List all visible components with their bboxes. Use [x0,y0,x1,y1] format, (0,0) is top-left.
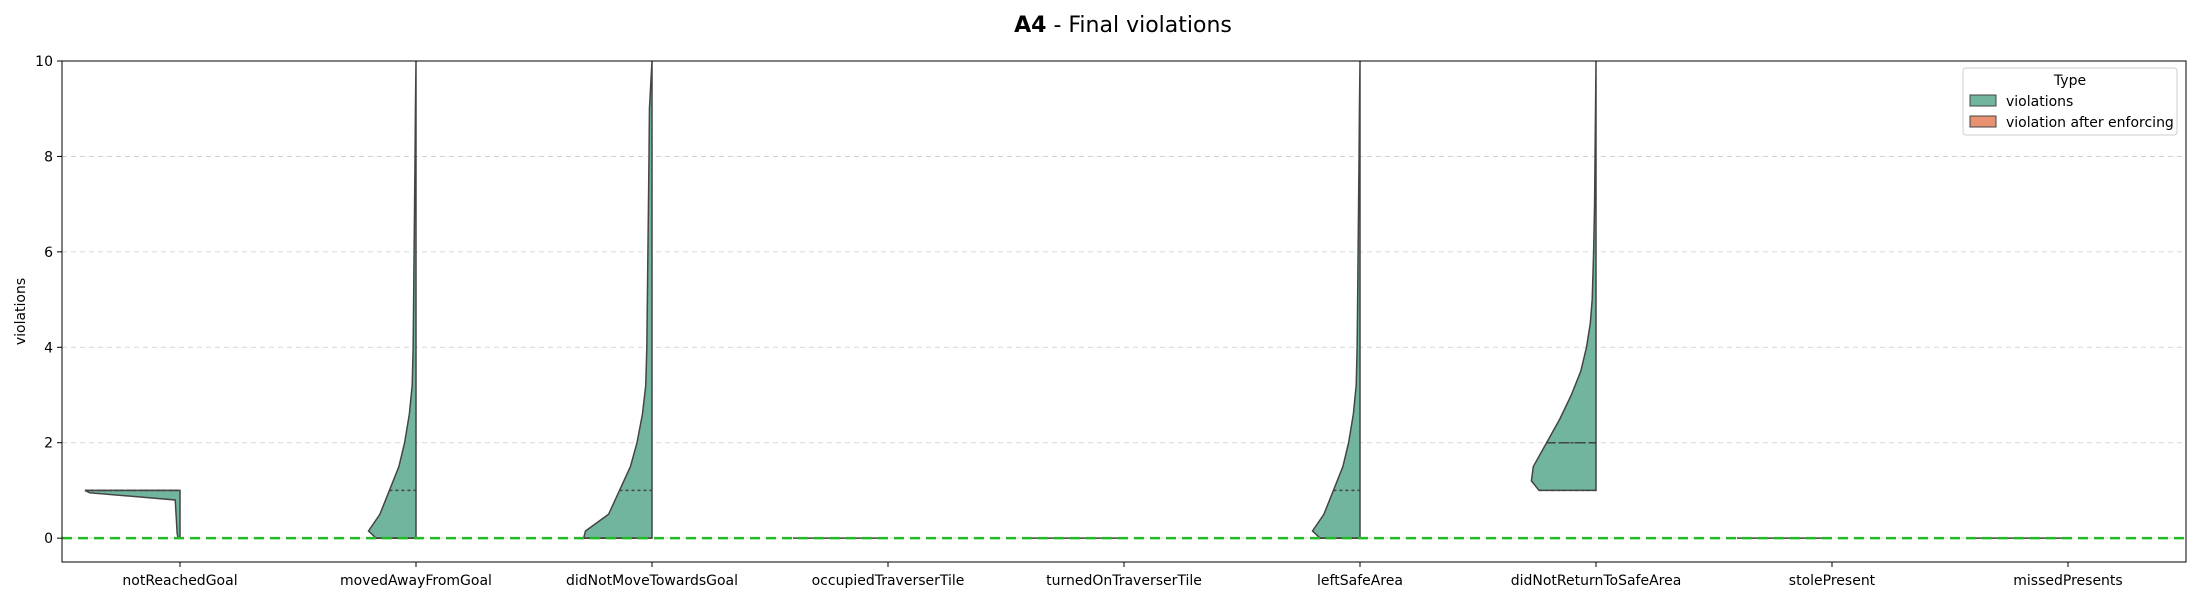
x-tick-label: didNotReturnToSafeArea [1511,573,1682,589]
y-tick-label: 8 [44,149,53,165]
y-tick-label: 10 [35,54,53,70]
legend-entry: violation after enforcing [2006,115,2174,131]
legend-swatch [1969,94,1997,107]
chart-title-bold: A4 [1014,13,1046,38]
violin-body [1530,60,1597,492]
x-axis: notReachedGoal movedAwayFromGoal didNotMov… [122,562,2123,589]
y-tick-label: 2 [44,436,53,452]
x-tick-label: movedAwayFromGoal [340,573,492,589]
plot-frame [61,60,2187,563]
x-tick-label: missedPresents [2013,573,2122,589]
legend-swatch [1969,115,1997,128]
legend: Type violations violation after enforcing [1962,67,2178,136]
y-tick-label: 6 [44,245,53,261]
x-tick-label: stolePresent [1789,573,1876,589]
y-tick-label: 0 [44,531,53,547]
x-tick-label: notReachedGoal [122,573,237,589]
chart-title: A4 - Final violations [1014,13,1232,38]
y-axis-label: violations [13,278,29,345]
legend-box [1962,67,2178,136]
violins [84,60,2068,539]
chart-title-rest: - Final violations [1046,13,1231,38]
x-tick-label: turnedOnTraverserTile [1046,573,1202,589]
violin-body [84,489,181,539]
x-tick-label: didNotMoveTowardsGoal [566,573,738,589]
y-tick-label: 4 [44,340,53,356]
legend-title: Type [2053,73,2086,89]
y-axis: 0 2 4 6 8 10 [35,54,62,547]
grid-lines [62,60,2186,539]
x-tick-label: occupiedTraverserTile [812,573,965,589]
violin-body [367,60,417,539]
violin-body [1311,60,1361,539]
x-tick-label: leftSafeArea [1317,573,1403,589]
violin-body [582,60,653,539]
legend-entry: violations [2006,94,2073,110]
